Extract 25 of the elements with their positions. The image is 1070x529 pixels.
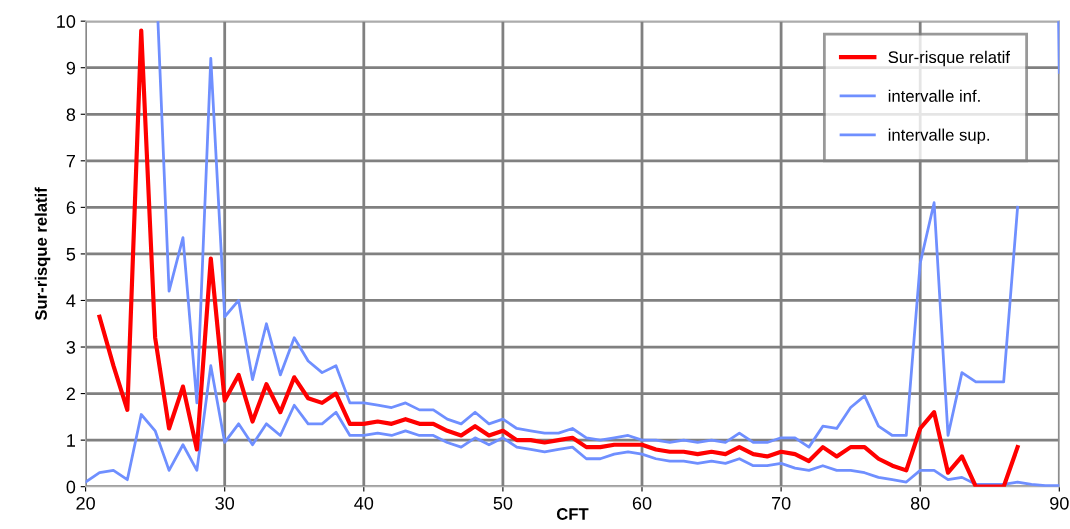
y-tick-label: 8 [66, 108, 76, 121]
legend-label: intervalle inf. [888, 89, 980, 102]
y-tick-label: 1 [67, 434, 75, 447]
y-tick-label: 4 [66, 294, 76, 308]
y-tick-label: 6 [66, 201, 76, 215]
x-tick-label: 50 [493, 496, 513, 510]
y-axis-title: Sur-risque relatif [34, 187, 51, 321]
y-tick-label: 7 [66, 154, 75, 168]
y-tick-label: 2 [66, 387, 75, 401]
x-tick-label: 70 [771, 496, 791, 510]
x-tick-label: 80 [910, 496, 930, 510]
x-tick-label: 30 [215, 496, 235, 510]
x-tick-label: 40 [354, 496, 374, 510]
y-tick-label: 9 [66, 61, 76, 75]
x-tick-label: 60 [632, 496, 652, 510]
legend-label: intervalle sup. [888, 128, 990, 145]
y-tick-label: 3 [66, 340, 76, 354]
x-axis-title: CFT [556, 508, 589, 520]
y-tick-label: 0 [66, 480, 76, 494]
y-tick-label: 10 [57, 15, 76, 28]
legend-label: Sur-risque relatif [888, 50, 1010, 67]
line-series [97, 28, 1020, 487]
y-tick-label: 5 [66, 248, 76, 261]
x-tick-label: 90 [1050, 496, 1069, 510]
x-tick-label: 20 [76, 496, 95, 510]
